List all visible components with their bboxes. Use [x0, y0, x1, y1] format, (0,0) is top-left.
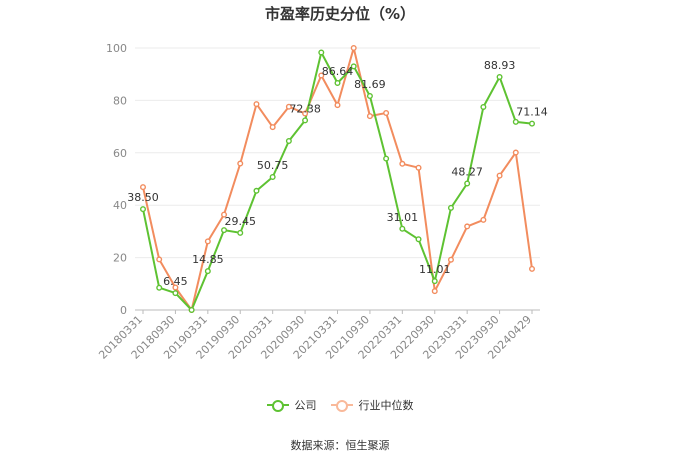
data-point-industry-median: [237, 160, 244, 167]
legend-label-company: 公司: [294, 399, 317, 412]
data-point-company: [253, 187, 260, 194]
data-label: 88.93: [484, 59, 516, 72]
data-point-company: [204, 268, 211, 275]
data-point-industry-median: [529, 265, 536, 272]
data-label: 71.14: [516, 106, 548, 119]
data-point-industry-median: [464, 223, 471, 230]
data-label: 50.75: [257, 159, 289, 172]
data-point-company: [383, 155, 390, 162]
data-point-company: [156, 284, 163, 291]
data-point-industry-median: [399, 160, 406, 167]
data-point-industry-median: [204, 238, 211, 245]
data-point-industry-median: [350, 45, 357, 52]
legend-label-industry-median: 行业中位数: [358, 399, 414, 412]
data-label: 6.45: [163, 275, 188, 288]
data-point-industry-median: [366, 113, 373, 120]
data-point-industry-median: [253, 101, 260, 108]
data-point-company: [221, 227, 228, 234]
data-point-industry-median: [302, 110, 309, 117]
data-point-industry-median: [480, 216, 487, 223]
data-point-industry-median: [496, 172, 503, 179]
data-point-industry-median: [221, 211, 228, 218]
legend: 公司 行业中位数: [0, 397, 680, 413]
data-point-company: [318, 49, 325, 56]
data-label: 38.50: [127, 191, 159, 204]
data-point-company: [350, 63, 357, 70]
legend-swatch-industry-icon: [330, 399, 353, 412]
data-label: 86.64: [322, 65, 354, 78]
series-line-industry-median: [142, 47, 533, 311]
data-point-company: [415, 236, 422, 243]
data-point-company: [302, 117, 309, 124]
data-point-industry-median: [285, 103, 292, 110]
data-label: 14.85: [192, 253, 224, 266]
legend-item-company[interactable]: 公司: [266, 397, 317, 413]
grid-lines: [135, 47, 540, 259]
data-point-company: [334, 80, 341, 87]
data-point-company: [269, 174, 276, 181]
data-point-industry-median: [447, 256, 454, 263]
data-point-industry-median: [512, 149, 519, 156]
data-point-industry-median: [139, 184, 146, 191]
y-tick-label: 100: [106, 42, 127, 55]
data-point-industry-median: [172, 284, 179, 291]
legend-item-industry-median[interactable]: 行业中位数: [330, 397, 414, 413]
data-point-industry-median: [156, 256, 163, 263]
series-lines: [142, 47, 533, 311]
data-point-company: [512, 118, 519, 125]
data-point-company: [366, 92, 373, 99]
data-point-industry-median: [269, 124, 276, 131]
data-label: 48.27: [451, 166, 483, 179]
legend-swatch-company-icon: [266, 399, 289, 412]
data-point-industry-median: [318, 72, 325, 79]
data-label: 11.01: [419, 263, 451, 276]
y-tick-label: 60: [113, 147, 127, 160]
data-point-company: [285, 138, 292, 145]
data-point-company: [172, 290, 179, 297]
data-label: 31.01: [387, 211, 419, 224]
data-points: [139, 45, 536, 314]
data-point-company: [139, 206, 146, 213]
data-point-industry-median: [415, 164, 422, 171]
chart-title: 市盈率历史分位（%）: [264, 5, 416, 23]
data-point-company: [447, 204, 454, 211]
y-tick-label: 80: [113, 94, 127, 107]
data-point-industry-median: [334, 102, 341, 109]
data-point-company: [464, 180, 471, 187]
data-point-company: [529, 120, 536, 127]
data-point-company: [496, 74, 503, 81]
data-point-company: [399, 225, 406, 232]
data-point-company: [480, 103, 487, 110]
axes: 0204060801002018033120180930201903312019…: [96, 42, 540, 362]
data-label: 72.38: [289, 102, 321, 115]
data-source: 数据来源：恒生聚源: [290, 439, 390, 452]
data-label: 29.45: [225, 215, 257, 228]
data-label: 81.69: [354, 78, 386, 91]
y-tick-label: 40: [113, 199, 127, 212]
y-tick-label: 20: [113, 252, 127, 265]
data-point-industry-median: [383, 109, 390, 116]
data-point-company: [188, 307, 195, 314]
data-point-company: [431, 278, 438, 285]
data-point-industry-median: [431, 288, 438, 295]
data-point-company: [237, 229, 244, 236]
y-tick-label: 0: [120, 304, 127, 317]
